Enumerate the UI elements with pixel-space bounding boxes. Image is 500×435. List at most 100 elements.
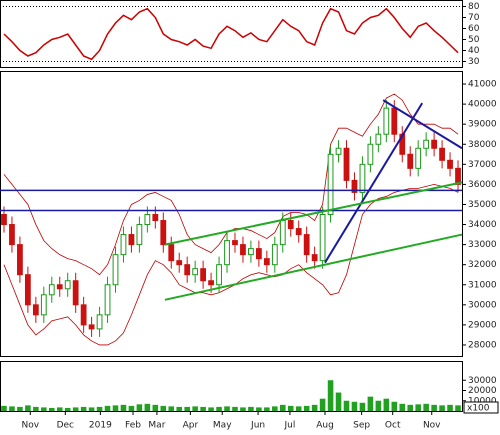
x-tick-label: Nov (423, 421, 441, 431)
candle-body (80, 304, 87, 326)
volume-bar (439, 405, 445, 411)
unit-box (463, 401, 499, 414)
y-tick-label: 40 (468, 46, 480, 56)
candle-body (367, 143, 374, 165)
candle-body (88, 324, 95, 330)
volume-bar (192, 406, 198, 411)
candle-body (407, 153, 414, 169)
y-tick-label: 38000 (468, 140, 497, 150)
candle-body (287, 220, 294, 230)
volume-bar (311, 404, 318, 411)
volume-bar (216, 406, 222, 411)
volume-bar (351, 401, 358, 411)
y-tick-label: 32000 (468, 260, 497, 270)
x-tick-label: Nov (21, 421, 39, 431)
candle-body (375, 133, 382, 145)
y-tick-label: 50 (468, 35, 480, 45)
candle-body (423, 139, 430, 149)
trend-line (164, 181, 463, 246)
candle-body (120, 234, 127, 256)
volume-bar (136, 404, 143, 411)
candle-body (168, 244, 175, 262)
y-tick-label: 80 (468, 2, 480, 12)
candle-body (319, 214, 326, 262)
candle-body (64, 280, 71, 290)
y-tick-label: 60 (468, 24, 480, 34)
volume-bar (232, 406, 238, 411)
y-tick-label: 31000 (468, 280, 497, 290)
volume-bar (41, 407, 47, 411)
price-panel (0, 71, 463, 357)
volume-bar (144, 403, 151, 411)
candle-body (17, 244, 23, 276)
candle-body (144, 214, 151, 226)
candle-body (383, 107, 390, 135)
candle-body (160, 220, 167, 246)
x-tick-label: Dec (57, 421, 74, 431)
candle-body (359, 163, 366, 193)
volume-bar (17, 406, 23, 411)
y-tick-label: 29000 (468, 320, 497, 330)
volume-bar (152, 404, 159, 411)
volume-bar (359, 402, 366, 411)
volume-bar (272, 406, 278, 411)
candle-body (176, 260, 183, 266)
trend-line (324, 102, 424, 264)
y-tick-label: 41000 (468, 80, 497, 90)
x-tick-label: Aug (316, 421, 334, 431)
volume-bar (431, 404, 437, 411)
candle-body (104, 284, 111, 316)
y-tick-label: 20000 (468, 386, 497, 396)
volume-bar (120, 404, 127, 411)
candle-body (439, 147, 445, 161)
candle-body (56, 284, 63, 290)
bollinger-lower (3, 183, 459, 346)
candle-body (431, 139, 438, 149)
candle-body (96, 314, 103, 330)
candle-body (255, 248, 262, 260)
candle-body (128, 234, 135, 246)
volume-bar (303, 405, 310, 411)
candle-body (72, 280, 79, 306)
volume-bar (208, 407, 214, 411)
candle-body (311, 254, 318, 262)
y-tick-label: 10000 (468, 396, 497, 406)
volume-bar (423, 403, 429, 411)
volume-bar (96, 406, 103, 411)
volume-bar (455, 405, 461, 411)
candle-body (24, 274, 31, 306)
y-tick-label: 40000 (468, 100, 497, 110)
volume-bar (295, 406, 302, 411)
volume-bar (64, 407, 71, 411)
volume-bar (33, 406, 39, 411)
y-tick-label: 28000 (468, 340, 497, 350)
candle-body (295, 228, 302, 236)
candle-body (240, 244, 246, 256)
y-tick-label: 33000 (468, 240, 497, 250)
candle-body (415, 147, 422, 169)
candle-body (391, 107, 398, 135)
y-tick-label: 34000 (468, 220, 497, 230)
candle-body (200, 268, 207, 282)
volume-bar (80, 406, 87, 411)
volume-bar (168, 406, 175, 411)
candle-body (327, 153, 334, 216)
x-tick-label: Jul (284, 421, 296, 431)
candle-body (9, 224, 15, 246)
y-tick-label: 30000 (468, 376, 497, 386)
candle-body (271, 244, 278, 266)
candle-body (32, 304, 39, 316)
candle-body (335, 147, 342, 155)
x-tick-label: Mar (148, 421, 165, 431)
y-tick-label: 30 (468, 57, 480, 67)
volume-bar (407, 404, 414, 411)
volume-bar (383, 398, 390, 411)
candle-body (48, 284, 55, 296)
volume-bar (56, 407, 63, 411)
rsi-line (3, 7, 459, 61)
volume-bar (240, 407, 246, 411)
volume-bar (335, 392, 342, 411)
volume-bar (200, 406, 206, 411)
y-tick-label: 35000 (468, 200, 497, 210)
volume-bar (160, 405, 167, 411)
